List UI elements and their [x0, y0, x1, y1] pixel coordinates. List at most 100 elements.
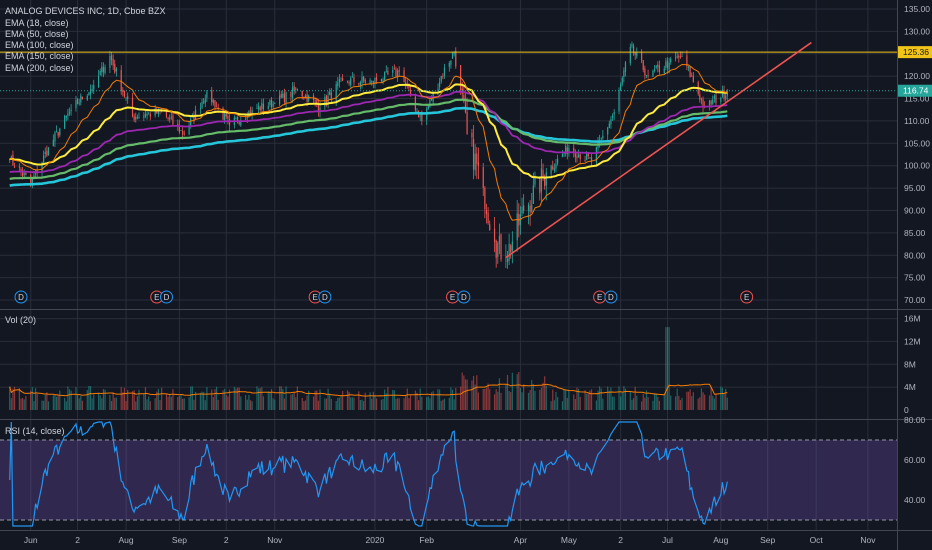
candle-body[interactable] — [455, 50, 457, 67]
volume-bar[interactable] — [409, 395, 412, 410]
candle-body[interactable] — [544, 175, 546, 186]
candle-body[interactable] — [387, 70, 389, 75]
legend-ema200[interactable]: EMA (200, close) — [5, 63, 74, 73]
volume-bar[interactable] — [497, 391, 499, 410]
volume-bar[interactable] — [568, 390, 570, 410]
candle-body[interactable] — [183, 133, 185, 135]
volume-bar[interactable] — [225, 394, 227, 410]
candle-body[interactable] — [553, 168, 555, 171]
candle-body[interactable] — [510, 245, 512, 253]
candle-body[interactable] — [586, 153, 588, 161]
candle-body[interactable] — [590, 157, 593, 162]
event-marker-earnings[interactable]: E — [446, 290, 460, 304]
candle-body[interactable] — [665, 61, 667, 68]
volume-bar[interactable] — [636, 395, 638, 410]
candle-body[interactable] — [666, 60, 669, 68]
volume-bar[interactable] — [112, 392, 114, 410]
candle-body[interactable] — [342, 78, 344, 81]
candle-body[interactable] — [652, 70, 654, 77]
candle-body[interactable] — [542, 170, 544, 178]
volume-bar[interactable] — [418, 400, 420, 410]
candle-body[interactable] — [217, 107, 219, 109]
candle-body[interactable] — [653, 69, 656, 72]
candle-body[interactable] — [471, 132, 473, 138]
volume-bar[interactable] — [702, 392, 704, 410]
volume-bar[interactable] — [10, 398, 12, 410]
candle-body[interactable] — [686, 55, 688, 67]
volume-bar[interactable] — [608, 390, 610, 410]
volume-bar[interactable] — [67, 386, 69, 410]
volume-bar[interactable] — [663, 395, 665, 410]
candle-body[interactable] — [148, 112, 150, 114]
volume-bar[interactable] — [726, 397, 728, 410]
candle-body[interactable] — [301, 91, 303, 97]
volume-bar[interactable] — [697, 398, 699, 410]
candle-body[interactable] — [663, 68, 665, 73]
candle-body[interactable] — [529, 205, 531, 213]
volume-bar[interactable] — [500, 392, 502, 410]
volume-bar[interactable] — [43, 400, 45, 410]
candle-body[interactable] — [180, 130, 182, 132]
volume-bar[interactable] — [432, 391, 434, 410]
candle-body[interactable] — [54, 132, 56, 142]
candle-body[interactable] — [211, 90, 213, 103]
candle-body[interactable] — [552, 166, 554, 169]
candle-body[interactable] — [101, 66, 103, 73]
volume-bar[interactable] — [655, 393, 657, 410]
candle-body[interactable] — [114, 63, 116, 73]
candle-body[interactable] — [43, 155, 45, 163]
volume-bar[interactable] — [183, 398, 185, 410]
legend-ema150[interactable]: EMA (150, close) — [5, 51, 74, 61]
volume-bar[interactable] — [279, 386, 281, 410]
volume-bar[interactable] — [430, 392, 433, 410]
volume-bar[interactable] — [293, 391, 295, 410]
volume-bar[interactable] — [304, 400, 307, 410]
volume-bar[interactable] — [149, 401, 151, 410]
candle-body[interactable] — [127, 96, 129, 99]
volume-bar[interactable] — [384, 389, 386, 410]
volume-bar[interactable] — [227, 396, 229, 410]
candle-body[interactable] — [453, 51, 455, 54]
volume-bar[interactable] — [358, 391, 360, 410]
candle-body[interactable] — [416, 110, 418, 112]
volume-bar[interactable] — [521, 392, 523, 410]
volume-bar[interactable] — [487, 383, 489, 410]
volume-bar[interactable] — [426, 397, 428, 410]
candle-body[interactable] — [700, 98, 703, 100]
volume-bar[interactable] — [148, 396, 150, 410]
candle-body[interactable] — [337, 82, 339, 86]
candle-body[interactable] — [324, 97, 326, 107]
volume-bar[interactable] — [256, 386, 258, 410]
candle-body[interactable] — [224, 113, 226, 121]
candle-body[interactable] — [482, 167, 484, 189]
volume-bar[interactable] — [416, 392, 418, 410]
candle-body[interactable] — [303, 97, 305, 99]
volume-bar[interactable] — [720, 386, 722, 410]
candle-body[interactable] — [600, 138, 602, 140]
volume-bar[interactable] — [474, 384, 476, 410]
candle-body[interactable] — [31, 178, 33, 185]
volume-bar[interactable] — [249, 400, 252, 410]
candle-body[interactable] — [167, 117, 169, 119]
candle-body[interactable] — [317, 103, 319, 112]
candle-body[interactable] — [193, 114, 195, 121]
volume-bar[interactable] — [33, 401, 35, 410]
volume-bar[interactable] — [127, 389, 129, 410]
candle-body[interactable] — [99, 70, 101, 76]
volume-bar[interactable] — [228, 389, 231, 410]
candle-body[interactable] — [157, 108, 159, 115]
volume-bar[interactable] — [534, 390, 536, 410]
volume-bar[interactable] — [269, 392, 271, 410]
volume-bar[interactable] — [506, 374, 509, 410]
event-marker-dividend[interactable]: D — [604, 290, 618, 304]
legend-ema50[interactable]: EMA (50, close) — [5, 29, 69, 39]
candle-body[interactable] — [687, 66, 690, 69]
volume-bar[interactable] — [414, 390, 416, 410]
volume-bar[interactable] — [115, 397, 117, 410]
candle-body[interactable] — [595, 146, 597, 163]
volume-bar[interactable] — [350, 397, 352, 410]
volume-bar[interactable] — [573, 394, 575, 410]
volume-bar[interactable] — [81, 400, 84, 410]
volume-bar[interactable] — [689, 389, 691, 410]
volume-bar[interactable] — [55, 396, 58, 410]
